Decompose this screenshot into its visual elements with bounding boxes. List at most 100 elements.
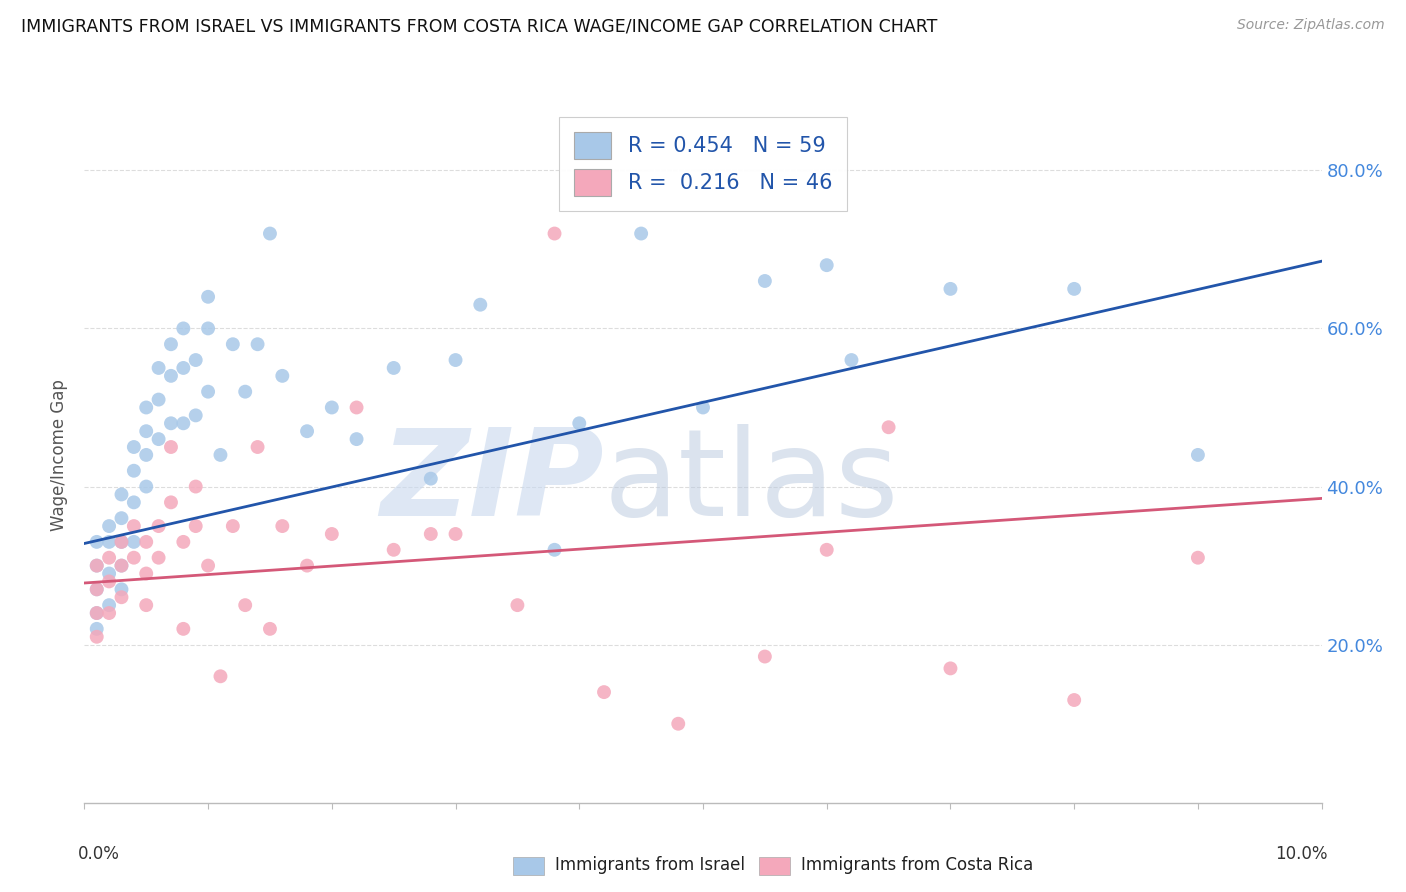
Point xyxy=(172,417,194,431)
Point xyxy=(470,298,492,312)
Point xyxy=(110,558,132,573)
Point xyxy=(841,353,863,368)
Point xyxy=(86,534,108,549)
Point xyxy=(172,622,194,636)
Point xyxy=(86,558,108,573)
Point xyxy=(209,669,232,683)
Point xyxy=(209,448,232,462)
Point xyxy=(122,464,145,478)
Point xyxy=(98,598,121,612)
Point xyxy=(86,622,108,636)
Point xyxy=(246,440,269,454)
Point xyxy=(135,448,157,462)
Point xyxy=(98,574,121,589)
Point xyxy=(110,534,132,549)
Point xyxy=(419,527,441,541)
Point xyxy=(172,360,194,375)
Point xyxy=(98,519,121,533)
Point xyxy=(692,401,714,415)
Point xyxy=(184,353,207,368)
Point xyxy=(754,649,776,664)
Point xyxy=(419,472,441,486)
Point xyxy=(122,440,145,454)
Point xyxy=(197,384,219,399)
Point xyxy=(197,321,219,335)
Point xyxy=(295,424,318,438)
Point xyxy=(666,716,689,731)
Point xyxy=(122,495,145,509)
Point xyxy=(148,432,170,446)
Point xyxy=(939,282,962,296)
Point xyxy=(148,550,170,565)
Point xyxy=(593,685,616,699)
Point xyxy=(122,534,145,549)
Point xyxy=(184,519,207,533)
Point xyxy=(110,511,132,525)
Point xyxy=(1063,282,1085,296)
Point xyxy=(568,417,591,431)
Point xyxy=(86,582,108,597)
Point xyxy=(148,392,170,407)
Point xyxy=(110,487,132,501)
Point xyxy=(321,401,343,415)
Point xyxy=(295,558,318,573)
Point xyxy=(135,479,157,493)
Point xyxy=(160,337,183,351)
Point xyxy=(543,542,565,557)
Point xyxy=(233,384,256,399)
Point xyxy=(197,290,219,304)
Point xyxy=(160,368,183,383)
Point xyxy=(160,440,183,454)
Point xyxy=(122,550,145,565)
Point xyxy=(877,420,900,434)
Y-axis label: Wage/Income Gap: Wage/Income Gap xyxy=(51,379,69,531)
Point xyxy=(86,630,108,644)
Text: Immigrants from Israel: Immigrants from Israel xyxy=(534,856,745,874)
Point xyxy=(754,274,776,288)
Point xyxy=(259,622,281,636)
Point xyxy=(1063,693,1085,707)
Text: Immigrants from Costa Rica: Immigrants from Costa Rica xyxy=(780,856,1033,874)
Point xyxy=(233,598,256,612)
Point xyxy=(86,582,108,597)
Point xyxy=(815,542,838,557)
Point xyxy=(86,558,108,573)
Point xyxy=(630,227,652,241)
Point xyxy=(197,558,219,573)
Point xyxy=(86,606,108,620)
Text: 10.0%: 10.0% xyxy=(1275,845,1327,863)
Point xyxy=(160,495,183,509)
Point xyxy=(98,534,121,549)
Point xyxy=(815,258,838,272)
Point xyxy=(184,409,207,423)
Point xyxy=(259,227,281,241)
Point xyxy=(110,591,132,605)
Point xyxy=(86,606,108,620)
Point xyxy=(148,360,170,375)
Point xyxy=(1187,550,1209,565)
Point xyxy=(346,401,368,415)
Point xyxy=(160,417,183,431)
Point xyxy=(172,534,194,549)
Point xyxy=(246,337,269,351)
Point xyxy=(271,519,294,533)
Point xyxy=(135,401,157,415)
Text: ZIP: ZIP xyxy=(380,425,605,541)
Point xyxy=(382,542,405,557)
Point xyxy=(98,550,121,565)
Point xyxy=(148,519,170,533)
Legend: R = 0.454   N = 59, R =  0.216   N = 46: R = 0.454 N = 59, R = 0.216 N = 46 xyxy=(560,118,846,211)
Text: Source: ZipAtlas.com: Source: ZipAtlas.com xyxy=(1237,18,1385,32)
Point xyxy=(444,353,467,368)
Point xyxy=(110,582,132,597)
Point xyxy=(135,534,157,549)
Point xyxy=(222,337,245,351)
Point xyxy=(135,598,157,612)
Point xyxy=(321,527,343,541)
Point xyxy=(98,606,121,620)
Point xyxy=(506,598,529,612)
Point xyxy=(1187,448,1209,462)
Point xyxy=(222,519,245,533)
Text: atlas: atlas xyxy=(605,425,900,541)
Point xyxy=(135,424,157,438)
